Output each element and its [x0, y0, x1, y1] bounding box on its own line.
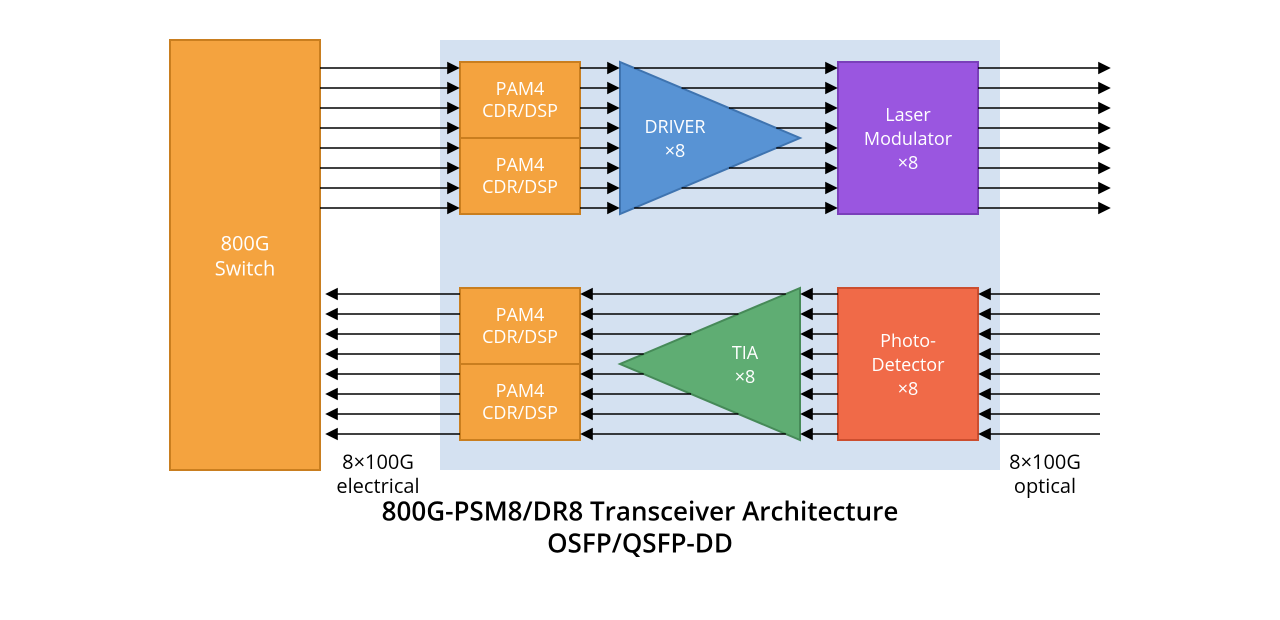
svg-text:PAM4: PAM4: [496, 77, 545, 101]
transceiver-diagram: 800GSwitchPAM4CDR/DSPPAM4CDR/DSPPAM4CDR/…: [0, 0, 1280, 620]
svg-text:Modulator: Modulator: [864, 127, 953, 151]
svg-text:×8: ×8: [898, 377, 919, 401]
diagram-title-2: OSFP/QSFP-DD: [547, 524, 733, 560]
svg-text:×8: ×8: [898, 151, 919, 175]
svg-text:Photo-: Photo-: [880, 329, 936, 353]
svg-text:CDR/DSP: CDR/DSP: [482, 175, 558, 199]
svg-text:×8: ×8: [665, 139, 686, 163]
switch-label-1: 800G: [221, 229, 270, 256]
svg-text:TIA: TIA: [732, 341, 759, 365]
svg-text:Laser: Laser: [885, 103, 931, 127]
svg-text:PAM4: PAM4: [496, 379, 545, 403]
svg-text:Detector: Detector: [872, 353, 946, 377]
switch-label-2: Switch: [215, 254, 276, 281]
svg-text:CDR/DSP: CDR/DSP: [482, 325, 558, 349]
note-optical-1: 8×100G: [1009, 448, 1081, 475]
note-electrical-1: 8×100G: [342, 448, 414, 475]
svg-text:PAM4: PAM4: [496, 303, 545, 327]
svg-text:PAM4: PAM4: [496, 153, 545, 177]
svg-text:×8: ×8: [735, 365, 756, 389]
diagram-title-1: 800G-PSM8/DR8 Transceiver Architecture: [382, 492, 899, 528]
note-optical-2: optical: [1014, 472, 1076, 499]
svg-text:CDR/DSP: CDR/DSP: [482, 401, 558, 425]
svg-text:DRIVER: DRIVER: [644, 115, 705, 139]
svg-text:CDR/DSP: CDR/DSP: [482, 99, 558, 123]
